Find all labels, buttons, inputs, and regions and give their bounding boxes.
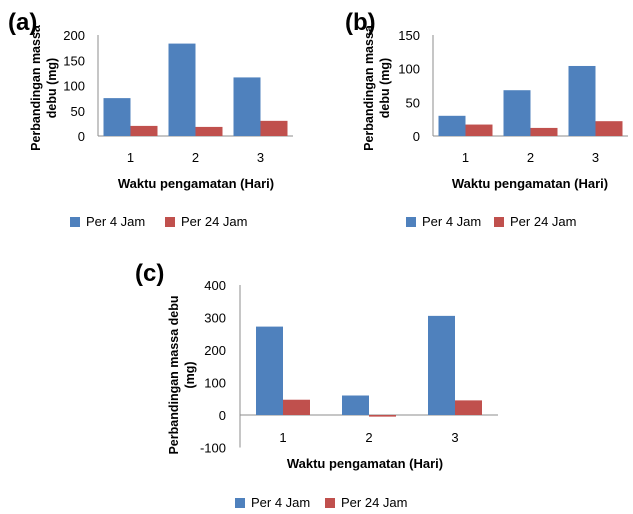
bar-per-4-jam [256,326,283,415]
y-tick-label: 50 [406,95,420,110]
legend-swatch-per-4-jam [406,217,416,227]
y-axis-label: Perbandingan massa debu (mg) [362,24,392,151]
x-tick-label: 2 [192,150,199,165]
legend-label: Per 4 Jam [86,214,145,229]
bar-per-4-jam [503,90,531,136]
bar-per-24-jam [195,126,223,136]
x-tick-label: 1 [462,150,469,165]
y-axis-label-line: (mg) [183,361,197,388]
y-tick-label: 150 [398,28,420,43]
bar-per-24-jam [130,125,158,136]
bar-per-4-jam [568,65,596,136]
bar-per-24-jam [465,124,493,136]
legend-label: Per 4 Jam [422,214,481,229]
bar-per-4-jam [168,43,196,136]
legend-swatch-per-24-jam [494,217,504,227]
panel-label: (c) [135,260,164,287]
y-axis-label-line: debu (mg) [378,58,392,118]
x-tick-label: 2 [365,430,372,445]
panel-label: (a) [8,9,37,36]
y-axis-label: Perbandingan massa debu (mg) [167,295,197,454]
y-tick-label: 0 [413,129,420,144]
y-tick-label: -100 [200,441,226,456]
y-tick-label: 200 [63,28,85,43]
x-axis-label: Waktu pengamatan (Hari) [287,456,443,471]
bar-per-24-jam [595,121,623,136]
legend-swatch-per-4-jam [235,498,245,508]
x-tick-label: 2 [527,150,534,165]
x-tick-label: 1 [279,430,286,445]
panel-label: (b) [345,9,376,36]
x-tick-label: 3 [451,430,458,445]
y-axis-label-line: Perbandingan massa debu [167,295,181,454]
y-tick-label: 100 [63,79,85,94]
y-tick-label: 100 [398,62,420,77]
legend-swatch-per-4-jam [70,217,80,227]
legend-swatch-per-24-jam [165,217,175,227]
y-tick-label: 200 [204,343,226,358]
bar-per-4-jam [428,315,455,415]
y-tick-label: 0 [219,408,226,423]
bar-per-4-jam [233,77,261,136]
bar-per-4-jam [103,98,131,136]
legend-label: Per 24 Jam [510,214,576,229]
legend-label: Per 24 Jam [181,214,247,229]
bar-per-24-jam [530,127,558,136]
y-axis-label-line: Perbandingan massa [362,24,376,151]
y-tick-label: 400 [204,278,226,293]
y-tick-label: 150 [63,53,85,68]
y-tick-label: 300 [204,311,226,326]
bar-per-4-jam [342,395,369,415]
x-tick-label: 3 [257,150,264,165]
bar-per-24-jam [283,399,310,415]
x-tick-label: 1 [127,150,134,165]
y-tick-label: 50 [71,104,85,119]
bar-per-24-jam [369,415,396,417]
y-axis-label: Perbandingan massa debu (mg) [29,24,59,151]
x-axis-label: Waktu pengamatan (Hari) [452,176,608,191]
y-axis-label-line: Perbandingan massa [29,24,43,151]
y-axis-label-line: debu (mg) [45,58,59,118]
bar-per-4-jam [438,115,466,136]
legend-label: Per 24 Jam [341,495,407,510]
bar-per-24-jam [455,400,482,415]
y-tick-label: 0 [78,129,85,144]
legend-swatch-per-24-jam [325,498,335,508]
y-tick-label: 100 [204,376,226,391]
bar-per-24-jam [260,120,288,136]
x-axis-label: Waktu pengamatan (Hari) [118,176,274,191]
x-tick-label: 3 [592,150,599,165]
legend-label: Per 4 Jam [251,495,310,510]
